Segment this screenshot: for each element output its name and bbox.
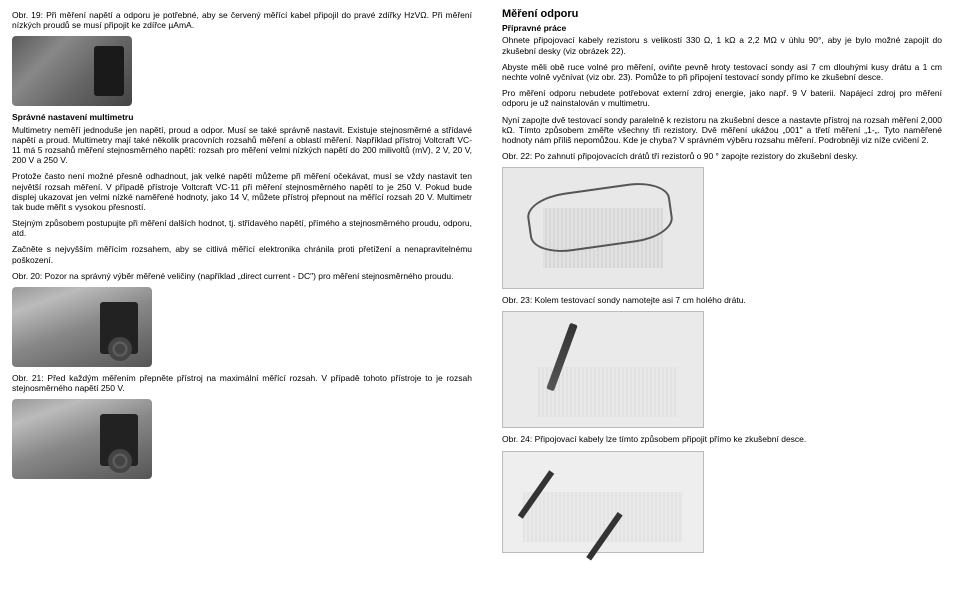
para-text: Ohnete připojovací kabely rezistoru s ve…	[502, 35, 942, 55]
image-multimeter-20	[12, 287, 152, 367]
para-text: Pro měření odporu nebudete potřebovat ex…	[502, 88, 942, 108]
para-text: Nyní zapojte dvě testovací sondy paralel…	[502, 115, 942, 146]
para-text: Stejným způsobem postupujte při měření d…	[12, 218, 472, 238]
caption-21: Obr. 21: Před každým měřením přepněte př…	[12, 373, 472, 393]
heading-multimeter-setup: Správné nastavení multimetru	[12, 112, 472, 122]
section-title: Měření odporu	[502, 8, 942, 21]
subheading-prep: Přípravné práce	[502, 23, 942, 33]
caption-23: Obr. 23: Kolem testovací sondy namotejte…	[502, 295, 942, 305]
caption-19: Obr. 19: Při měření napětí a odporu je p…	[12, 10, 472, 30]
caption-20: Obr. 20: Pozor na správný výběr měřené v…	[12, 271, 472, 281]
para-text: Multimetry neměří jednoduše jen napětí, …	[12, 125, 472, 166]
para-text: Začněte s nejvyšším měřícím rozsahem, ab…	[12, 244, 472, 264]
caption-24: Obr. 24: Připojovací kabely lze tímto zp…	[502, 434, 942, 444]
para-text: Abyste měli obě ruce volné pro měření, o…	[502, 62, 942, 82]
image-board-22	[502, 167, 704, 289]
image-multimeter-19	[12, 36, 132, 106]
image-multimeter-21	[12, 399, 152, 479]
caption-22: Obr. 22: Po zahnutí připojovacích drátů …	[502, 151, 942, 161]
para-text: Protože často není možné přesně odhadnou…	[12, 171, 472, 212]
image-board-24	[502, 451, 704, 553]
image-board-23	[502, 311, 704, 428]
